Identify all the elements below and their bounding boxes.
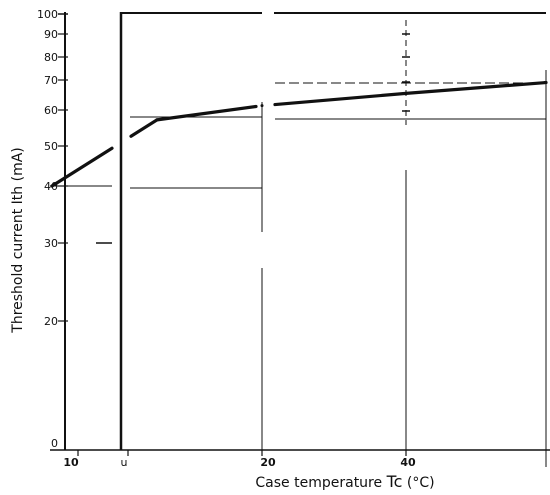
minor-ticks-x-40 (402, 33, 410, 112)
series-point (260, 104, 264, 108)
x-axis-title: Case temperature Tc (°C) (255, 472, 434, 491)
y-tick-label: 80 (44, 51, 58, 64)
series-point (543, 81, 547, 85)
x-axis-title-main: Case temperature (255, 475, 386, 491)
x-tick-label: 20 (260, 456, 276, 469)
y-tick-labels: 100 90 80 70 60 50 40 30 20 0 (37, 8, 58, 450)
series-line-segment (155, 104, 258, 122)
x-tick-label: 40 (400, 456, 416, 469)
series-line-segment (273, 91, 408, 107)
series-line-segment (129, 118, 159, 138)
series-layer (50, 80, 548, 188)
y-tick-label: 0 (51, 437, 58, 450)
x-tick-label: 10 (63, 456, 79, 469)
series-line-segment (50, 146, 114, 188)
x-tick-labels: 10 u 20 40 (63, 456, 416, 469)
x-tick-marks (77, 450, 407, 456)
series-point (404, 91, 408, 95)
y-tick-label: 30 (44, 237, 58, 250)
series-point (50, 184, 54, 188)
x-axis-title-symbol: Tc (386, 472, 403, 491)
y-tick-label: 70 (44, 74, 58, 87)
y-tick-label: 40 (44, 180, 58, 193)
y-axis-title: Threshold current Ith (mA) (10, 147, 26, 333)
y-tick-marks (58, 33, 68, 322)
series-line-segment (404, 80, 548, 95)
x-axis-title-unit: (°C) (407, 475, 435, 491)
series-point (155, 118, 159, 122)
y-tick-label: 90 (44, 28, 58, 41)
y-tick-label: 100 (37, 8, 58, 21)
x-tick-label: u (121, 456, 128, 469)
y-tick-label: 50 (44, 140, 58, 153)
y-tick-label: 60 (44, 104, 58, 117)
y-tick-label: 20 (44, 315, 58, 328)
